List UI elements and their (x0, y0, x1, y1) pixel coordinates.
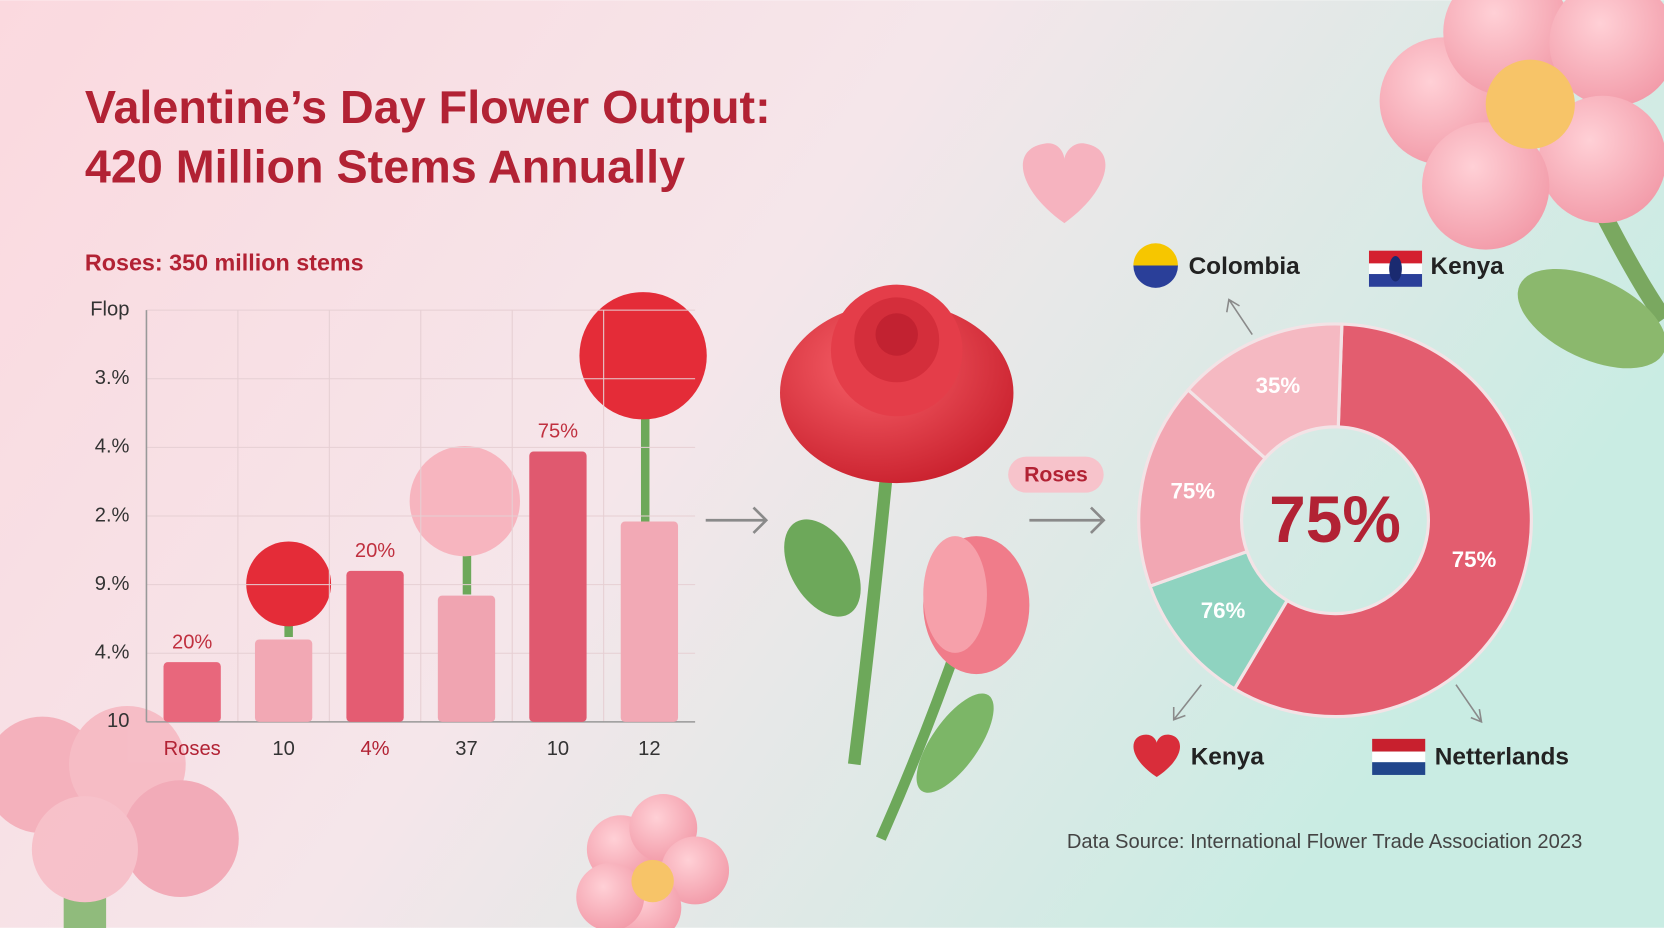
pill-label: Roses (1024, 463, 1088, 486)
y-tick-label: 2.% (95, 504, 130, 526)
legend-label: Kenya (1191, 743, 1265, 770)
donut-segment (1137, 387, 1268, 589)
bar (254, 639, 313, 722)
segment-label: 76% (1201, 598, 1246, 623)
x-tick-label: 4% (360, 738, 389, 760)
y-tick-label: 4.% (95, 436, 130, 458)
legend-icons (1133, 243, 1426, 778)
legend-label: Colombia (1189, 253, 1301, 280)
donut-center-label: 75% (1269, 482, 1401, 556)
decor-flower-bottom (576, 794, 730, 933)
segment-label: 35% (1256, 373, 1301, 398)
decor-flower-bottom-left (0, 705, 239, 933)
donut-segment (1232, 322, 1533, 719)
title-line: 420 Million Stems Annually (85, 140, 685, 192)
segment-label: 75% (1171, 478, 1216, 503)
bar (163, 662, 221, 722)
y-tick-label: 4.% (95, 642, 130, 664)
data-source: Data Source: International Flower Trade … (1067, 831, 1582, 853)
x-tick-label: Roses (164, 738, 221, 760)
segment-label: 75% (1452, 547, 1497, 572)
decor-flower-top-right (1379, 0, 1664, 369)
bar (529, 451, 587, 722)
decor-carnations (246, 292, 707, 637)
bar (620, 521, 679, 722)
x-tick-label: 12 (638, 738, 660, 760)
bar (346, 570, 404, 722)
legend-label: Netterlands (1435, 743, 1569, 770)
x-tick-label: 10 (547, 738, 569, 760)
title-line: Valentine’s Day Flower Output: (85, 81, 771, 133)
decor-rose (780, 284, 1030, 841)
y-tick-label: 9.% (95, 573, 130, 595)
bar-label: 20% (355, 540, 395, 562)
y-tick-label: Flop (90, 298, 129, 320)
decor-heart (1022, 143, 1106, 224)
y-tick-label: 3.% (95, 367, 130, 389)
bar-label: 75% (538, 421, 578, 443)
y-tick-label: 10 (107, 710, 129, 732)
donut-segment (1185, 322, 1344, 461)
bar (437, 595, 496, 722)
x-tick-label: 10 (272, 738, 294, 760)
subtitle: Roses: 350 million stems (85, 250, 364, 276)
bar-label: 20% (172, 631, 212, 653)
pill (1008, 456, 1104, 493)
arrows (705, 298, 1483, 724)
x-tick-label: 37 (455, 738, 477, 760)
legend-label: Kenya (1431, 253, 1505, 280)
